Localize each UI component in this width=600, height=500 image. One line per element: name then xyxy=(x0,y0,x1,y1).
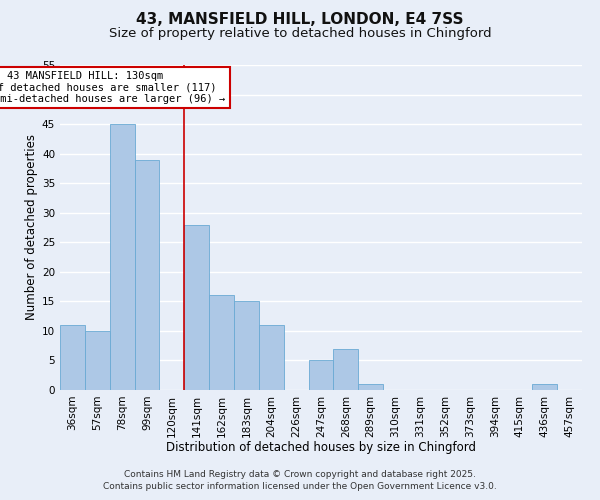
Bar xyxy=(308,360,334,390)
Bar xyxy=(209,296,234,390)
Bar xyxy=(85,331,110,390)
Bar xyxy=(358,384,383,390)
Text: Size of property relative to detached houses in Chingford: Size of property relative to detached ho… xyxy=(109,28,491,40)
Text: 43 MANSFIELD HILL: 130sqm
← 55% of detached houses are smaller (117)
45% of semi: 43 MANSFIELD HILL: 130sqm ← 55% of detac… xyxy=(0,71,226,104)
Text: Contains HM Land Registry data © Crown copyright and database right 2025.: Contains HM Land Registry data © Crown c… xyxy=(124,470,476,479)
Text: Contains public sector information licensed under the Open Government Licence v3: Contains public sector information licen… xyxy=(103,482,497,491)
X-axis label: Distribution of detached houses by size in Chingford: Distribution of detached houses by size … xyxy=(166,441,476,454)
Bar xyxy=(184,224,209,390)
Bar xyxy=(234,302,259,390)
Bar xyxy=(60,325,85,390)
Bar xyxy=(532,384,557,390)
Bar xyxy=(134,160,160,390)
Y-axis label: Number of detached properties: Number of detached properties xyxy=(25,134,38,320)
Text: 43, MANSFIELD HILL, LONDON, E4 7SS: 43, MANSFIELD HILL, LONDON, E4 7SS xyxy=(136,12,464,28)
Bar xyxy=(110,124,134,390)
Bar xyxy=(259,325,284,390)
Bar xyxy=(334,348,358,390)
